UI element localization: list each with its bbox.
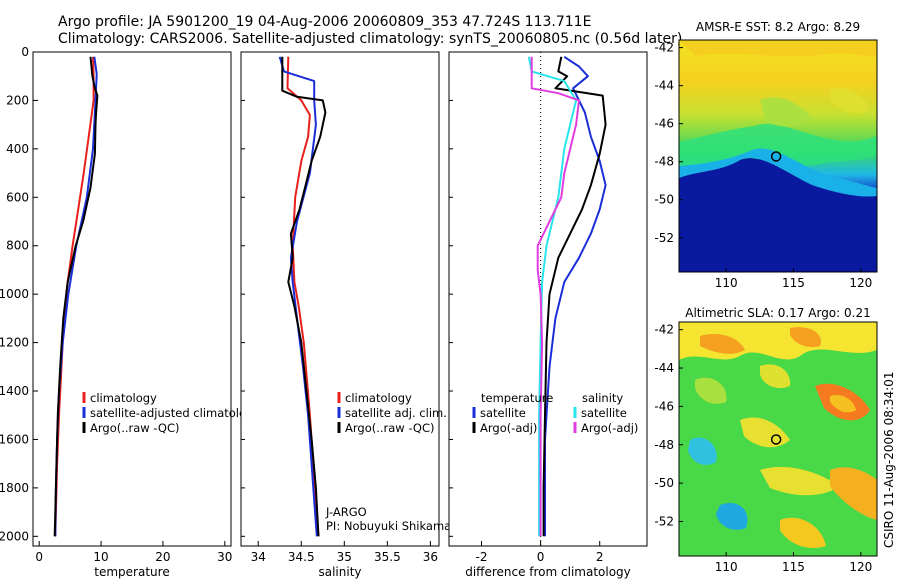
x-tick-label: 0 <box>35 550 43 564</box>
y-tick-label: -46 <box>654 117 674 131</box>
legend-label: Argo(..raw -QC) <box>90 421 180 435</box>
y-tick-label: 0 <box>21 45 29 59</box>
series-line-1 <box>542 56 607 537</box>
y-tick-label: 1000 <box>0 287 29 301</box>
series-line-3 <box>530 56 580 537</box>
footer-credit: CSIRO 11-Aug-2006 08:34:01 <box>882 372 896 548</box>
series-line-2 <box>281 56 327 537</box>
x-tick-label: 0 <box>537 550 545 564</box>
sla-map-field <box>679 322 877 556</box>
legend-label: climatology <box>90 391 157 405</box>
x-tick-label: 34 <box>251 550 266 564</box>
plot-frame <box>240 51 440 547</box>
legend-group-title: temperature <box>481 391 553 405</box>
legend-label: climatology <box>345 391 412 405</box>
x-tick-label: 120 <box>849 560 872 574</box>
x-tick-label: 20 <box>155 550 170 564</box>
temperature-panel: 0 10 20 30 0 200 400 600 800 1000 1200 1400 1600 1800… <box>0 45 260 579</box>
legend-label: satellite <box>480 406 526 420</box>
salinity-panel: 34 34.5 35 35.5 36 salinity climatologysatelli… <box>240 51 451 579</box>
y-tick-label: -52 <box>654 231 674 245</box>
x-axis-label: difference from climatology <box>465 565 631 579</box>
y-tick-label: -44 <box>654 361 674 375</box>
y-tick-label: 1600 <box>0 432 29 446</box>
x-tick-label: 34.5 <box>288 550 315 564</box>
sst-map-title: AMSR-E SST: 8.2 Argo: 8.29 <box>696 20 860 34</box>
legend-label: Argo(..raw -QC) <box>345 421 435 435</box>
y-tick-label: -52 <box>654 514 674 528</box>
pi-annotation-1: PI: Nobuyuki Shikama <box>326 519 451 533</box>
x-tick-label: 2 <box>596 550 604 564</box>
x-tick-label: 10 <box>93 550 108 564</box>
x-tick-label: 110 <box>715 560 738 574</box>
y-tick-label: 1400 <box>0 384 29 398</box>
series-line-2 <box>53 56 99 537</box>
y-tick-label: 600 <box>6 190 29 204</box>
y-tick-label: 200 <box>6 93 29 107</box>
y-tick-label: -42 <box>654 41 674 55</box>
x-axis-label: salinity <box>318 565 361 579</box>
plot-frame <box>32 51 232 547</box>
legend-label: Argo(-adj) <box>480 421 537 435</box>
y-tick-label: 800 <box>6 239 29 253</box>
x-tick-label: 35.5 <box>374 550 401 564</box>
legend-label: satellite <box>581 406 627 420</box>
argo-location-marker <box>770 151 782 162</box>
x-tick-label: 115 <box>782 560 805 574</box>
x-tick-label: 36 <box>423 550 438 564</box>
x-tick-label: 35 <box>337 550 352 564</box>
x-tick-label: 110 <box>715 276 738 290</box>
legend-label: satellite-adjusted climatology <box>90 406 260 420</box>
amsre-sst-map: AMSR-E SST: 8.2 Argo: 8.29 110 115 120 -42 -… <box>654 20 878 290</box>
altimetric-sla-map: Altimetric SLA: 0.17 Argo: 0.21 110 115 12… <box>654 306 878 574</box>
legend-group-title: salinity <box>582 391 623 405</box>
x-tick-label: -2 <box>476 550 488 564</box>
x-axis-label: temperature <box>94 565 169 579</box>
sst-map-field <box>679 40 877 272</box>
y-tick-label: -50 <box>654 476 674 490</box>
sla-map-title: Altimetric SLA: 0.17 Argo: 0.21 <box>685 306 870 320</box>
y-tick-label: -46 <box>654 399 674 413</box>
y-tick-label: 1800 <box>0 481 29 495</box>
series-line-0 <box>544 55 607 537</box>
series-line-0 <box>286 56 320 537</box>
y-tick-label: -48 <box>654 155 674 169</box>
y-tick-label: -42 <box>654 323 674 337</box>
argo-location-marker <box>770 434 782 445</box>
y-tick-label: 2000 <box>0 529 29 543</box>
y-tick-label: -44 <box>654 79 674 93</box>
y-tick-label: -50 <box>654 193 674 207</box>
legend-label: satellite adj. clim. <box>345 406 447 420</box>
y-tick-label: 1200 <box>0 336 29 350</box>
y-tick-label: 400 <box>6 142 29 156</box>
x-tick-label: 120 <box>849 276 872 290</box>
y-tick-label: -48 <box>654 438 674 452</box>
legend-label: Argo(-adj) <box>581 421 638 435</box>
figure-title-line2: Climatology: CARS2006. Satellite-adjuste… <box>58 31 682 47</box>
plot-frame <box>448 51 648 547</box>
figure-title-line1: Argo profile: JA 5901200_19 04-Aug-2006 … <box>58 14 591 30</box>
pi-annotation-0: J-ARGO <box>325 505 367 519</box>
x-tick-label: 115 <box>782 276 805 290</box>
x-tick-label: 30 <box>217 550 232 564</box>
